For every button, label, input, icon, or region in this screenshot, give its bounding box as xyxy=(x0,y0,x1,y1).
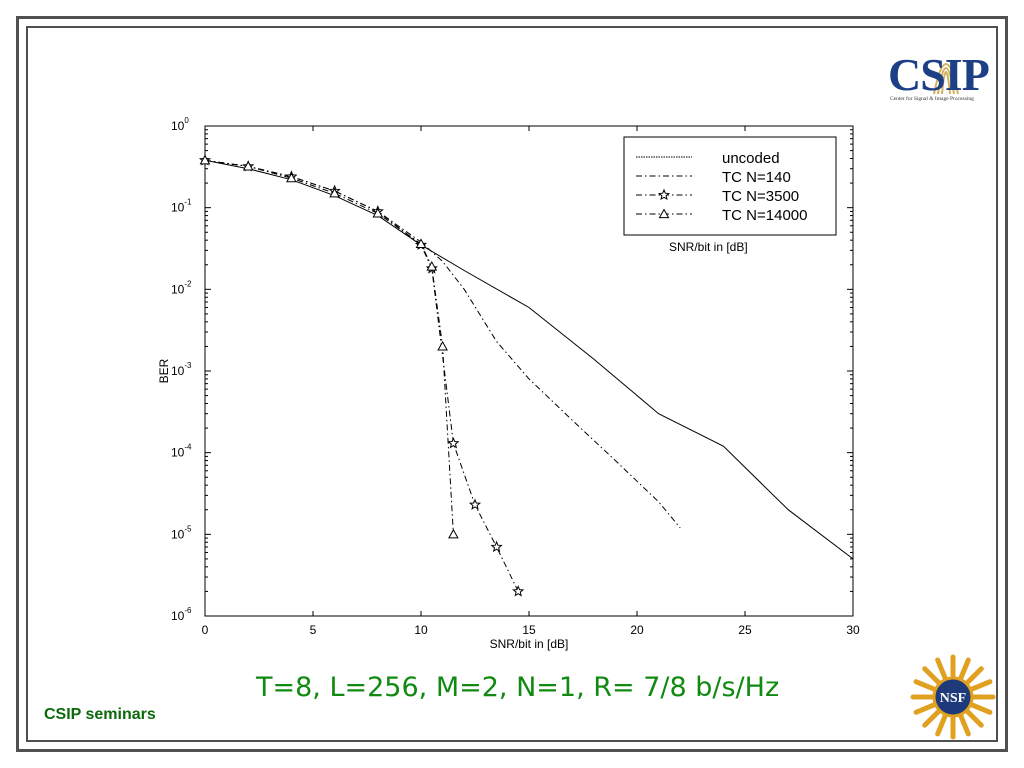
series-tc-n-14000 xyxy=(199,154,459,539)
star-marker xyxy=(657,188,671,201)
triangle-marker xyxy=(242,160,254,171)
series-tc-n-3500 xyxy=(198,153,525,597)
legend-note: SNR/bit in [dB] xyxy=(669,240,748,254)
y-tick-label: 10-4 xyxy=(171,443,192,460)
x-tick-label: 20 xyxy=(630,623,644,637)
star-marker xyxy=(468,498,482,510)
nsf-ray xyxy=(935,711,949,737)
nsf-ray xyxy=(913,701,939,715)
nsf-ray xyxy=(963,707,984,728)
nsf-ray xyxy=(913,679,939,693)
x-tick-label: 30 xyxy=(846,623,860,637)
slide-frame-inner xyxy=(26,26,998,742)
x-tick-label: 25 xyxy=(738,623,752,637)
triangle-marker xyxy=(329,187,340,198)
star-marker xyxy=(512,585,525,597)
x-tick-label: 15 xyxy=(522,623,536,637)
nsf-text: NSF xyxy=(940,691,966,706)
triangle-marker xyxy=(426,261,438,271)
csip-logo-arcs xyxy=(933,63,959,95)
nsf-ray xyxy=(922,707,943,728)
logo-title: CSIP xyxy=(888,49,990,100)
triangle-marker xyxy=(286,172,297,183)
legend-box xyxy=(623,136,837,236)
triangle-marker xyxy=(437,340,448,351)
y-tick-label: 10-1 xyxy=(171,198,192,215)
slide-frame-outer xyxy=(16,16,1008,752)
y-tick-label: 10-2 xyxy=(171,279,192,296)
logo-subtitle: Center for Signal & Image Processing xyxy=(890,96,974,102)
slide-caption: T=8, L=256, M=2, N=1, R= 7/8 b/s/Hz xyxy=(256,672,780,703)
x-tick-label: 10 xyxy=(414,623,428,637)
series-line xyxy=(204,159,519,592)
star-marker xyxy=(490,540,503,553)
series-line xyxy=(204,159,454,535)
legend-label: uncoded xyxy=(722,150,780,167)
star-marker xyxy=(447,437,460,449)
nsf-ray xyxy=(963,666,984,687)
legend-label: TC N=3500 xyxy=(722,188,799,205)
y-tick-label: 10-5 xyxy=(171,524,192,541)
triangle-marker xyxy=(372,207,384,218)
legend: uncoded TC N=140 TC N=3500 TC N=14000 xyxy=(623,136,837,236)
footer-label: CSIP seminars xyxy=(44,706,156,723)
y-tick-label: 10-6 xyxy=(171,606,192,623)
nsf-ray xyxy=(967,679,993,693)
legend-label: TC N=140 xyxy=(722,169,791,186)
x-tick-label: 5 xyxy=(310,623,317,637)
nsf-ray xyxy=(957,711,971,737)
x-axis-label: SNR/bit in [dB] xyxy=(490,637,569,651)
nsf-ray xyxy=(935,657,949,683)
y-tick-label: 10-3 xyxy=(171,361,192,378)
y-tick-label: 100 xyxy=(171,116,189,133)
y-axis-label: BER xyxy=(157,358,171,383)
nsf-logo: NSF xyxy=(910,654,996,740)
triangle-marker xyxy=(415,238,427,249)
triangle-marker xyxy=(199,154,211,165)
nsf-ray xyxy=(957,657,971,683)
nsf-ray xyxy=(922,666,943,687)
nsf-ray xyxy=(967,701,993,715)
csip-logo: CSIP Center for Signal & Image Processin… xyxy=(884,34,994,106)
x-tick-label: 0 xyxy=(202,623,209,637)
triangle-marker xyxy=(448,528,459,539)
legend-label: TC N=14000 xyxy=(722,207,807,224)
triangle-marker xyxy=(658,208,670,219)
